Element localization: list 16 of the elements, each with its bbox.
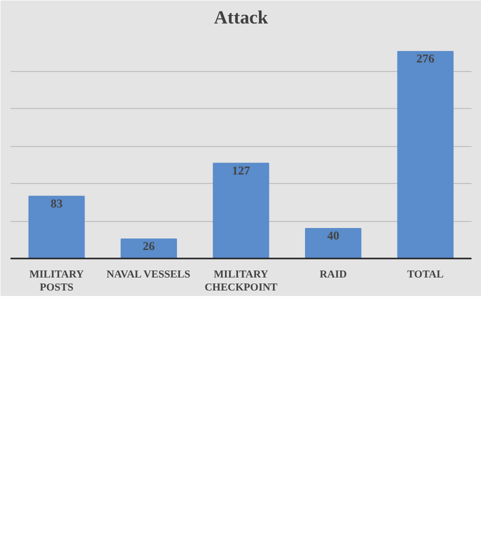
bar — [120, 238, 177, 258]
x-tick-label: RAID — [320, 270, 348, 280]
bar — [28, 196, 85, 258]
data-label: 127 — [232, 163, 250, 178]
chart-title: Attack — [214, 8, 269, 28]
x-tick-label: MILITARY POSTS — [29, 270, 84, 294]
data-label: 83 — [50, 196, 63, 210]
data-label: 276 — [416, 52, 434, 66]
bar — [212, 162, 270, 258]
data-label: 26 — [142, 239, 155, 253]
bar — [397, 51, 454, 258]
x-tick-label: MILITARY CHECKPOINT — [204, 270, 278, 294]
x-tick-label: NAVAL VESSELS — [106, 270, 190, 280]
data-label: 40 — [327, 228, 340, 242]
x-tick-label: TOTAL — [407, 270, 444, 280]
bar — [305, 228, 362, 258]
